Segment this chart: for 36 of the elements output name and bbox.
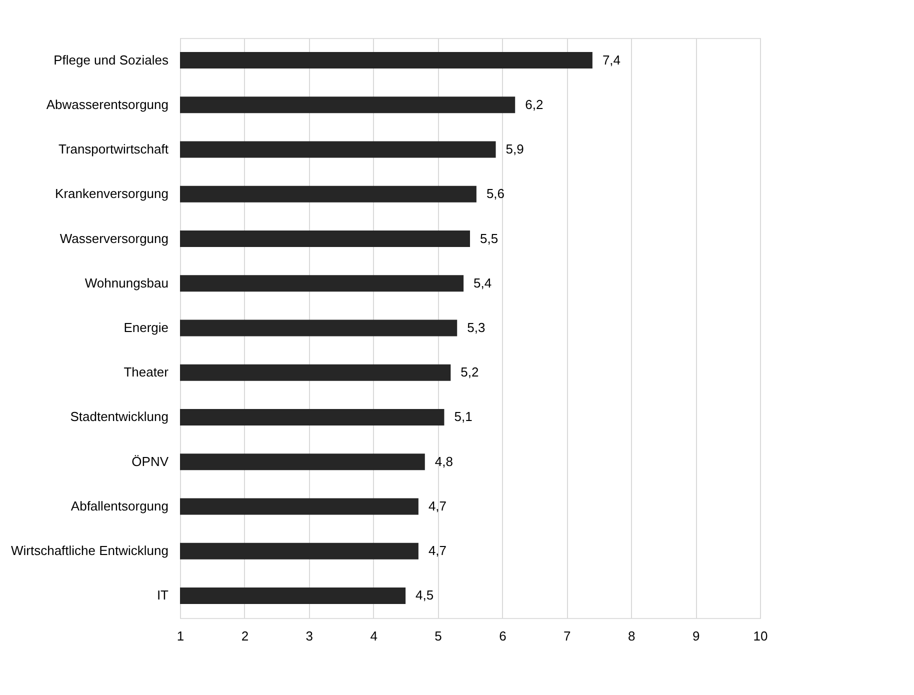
x-tick-label: 8 [628, 628, 636, 644]
data-label: 5,5 [480, 230, 498, 246]
data-label: 4,5 [416, 588, 434, 603]
data-label: 7,4 [602, 52, 621, 68]
x-tick-label: 9 [692, 628, 700, 644]
data-label: 4,8 [434, 454, 453, 469]
data-label: 5,9 [506, 142, 524, 157]
y-tick-label: Wasserversorgung [60, 230, 168, 246]
data-label: 5,4 [474, 275, 492, 290]
y-tick-label: Krankenversorgung [55, 186, 168, 202]
y-tick-label: Wohnungsbau [84, 275, 168, 290]
y-tick-label: Transportwirtschaft [58, 142, 169, 157]
x-tick-label: 2 [241, 628, 249, 644]
y-tick-label: Stadtentwicklung [70, 409, 168, 424]
y-tick-label: Pflege und Soziales [54, 52, 169, 68]
data-label: 4,7 [428, 498, 447, 514]
x-tick-label: 4 [370, 628, 378, 644]
y-tick-label: Energie [124, 320, 168, 335]
x-tick-label: 6 [499, 628, 506, 644]
data-label: 5,1 [454, 409, 472, 424]
y-tick-label: Theater [124, 364, 170, 380]
y-tick-label: IT [156, 588, 169, 603]
data-label: 5,3 [467, 320, 486, 335]
x-tick-label: 1 [176, 628, 184, 644]
x-tick-label: 3 [306, 628, 314, 644]
x-tick-label: 10 [753, 628, 768, 644]
y-tick-label: Abwasserentsorgung [46, 96, 168, 112]
x-tick-label: 5 [434, 628, 442, 644]
y-tick-label: Abfallentsorgung [70, 498, 168, 514]
data-label: 5,2 [460, 364, 479, 380]
x-tick-label: 7 [564, 628, 571, 644]
data-label: 6,2 [525, 96, 544, 112]
y-tick-label: Wirtschaftliche Entwicklung [11, 543, 168, 558]
data-label: 5,6 [486, 186, 505, 202]
y-tick-label: ÖPNV [132, 454, 169, 469]
data-label: 4,7 [428, 543, 447, 558]
